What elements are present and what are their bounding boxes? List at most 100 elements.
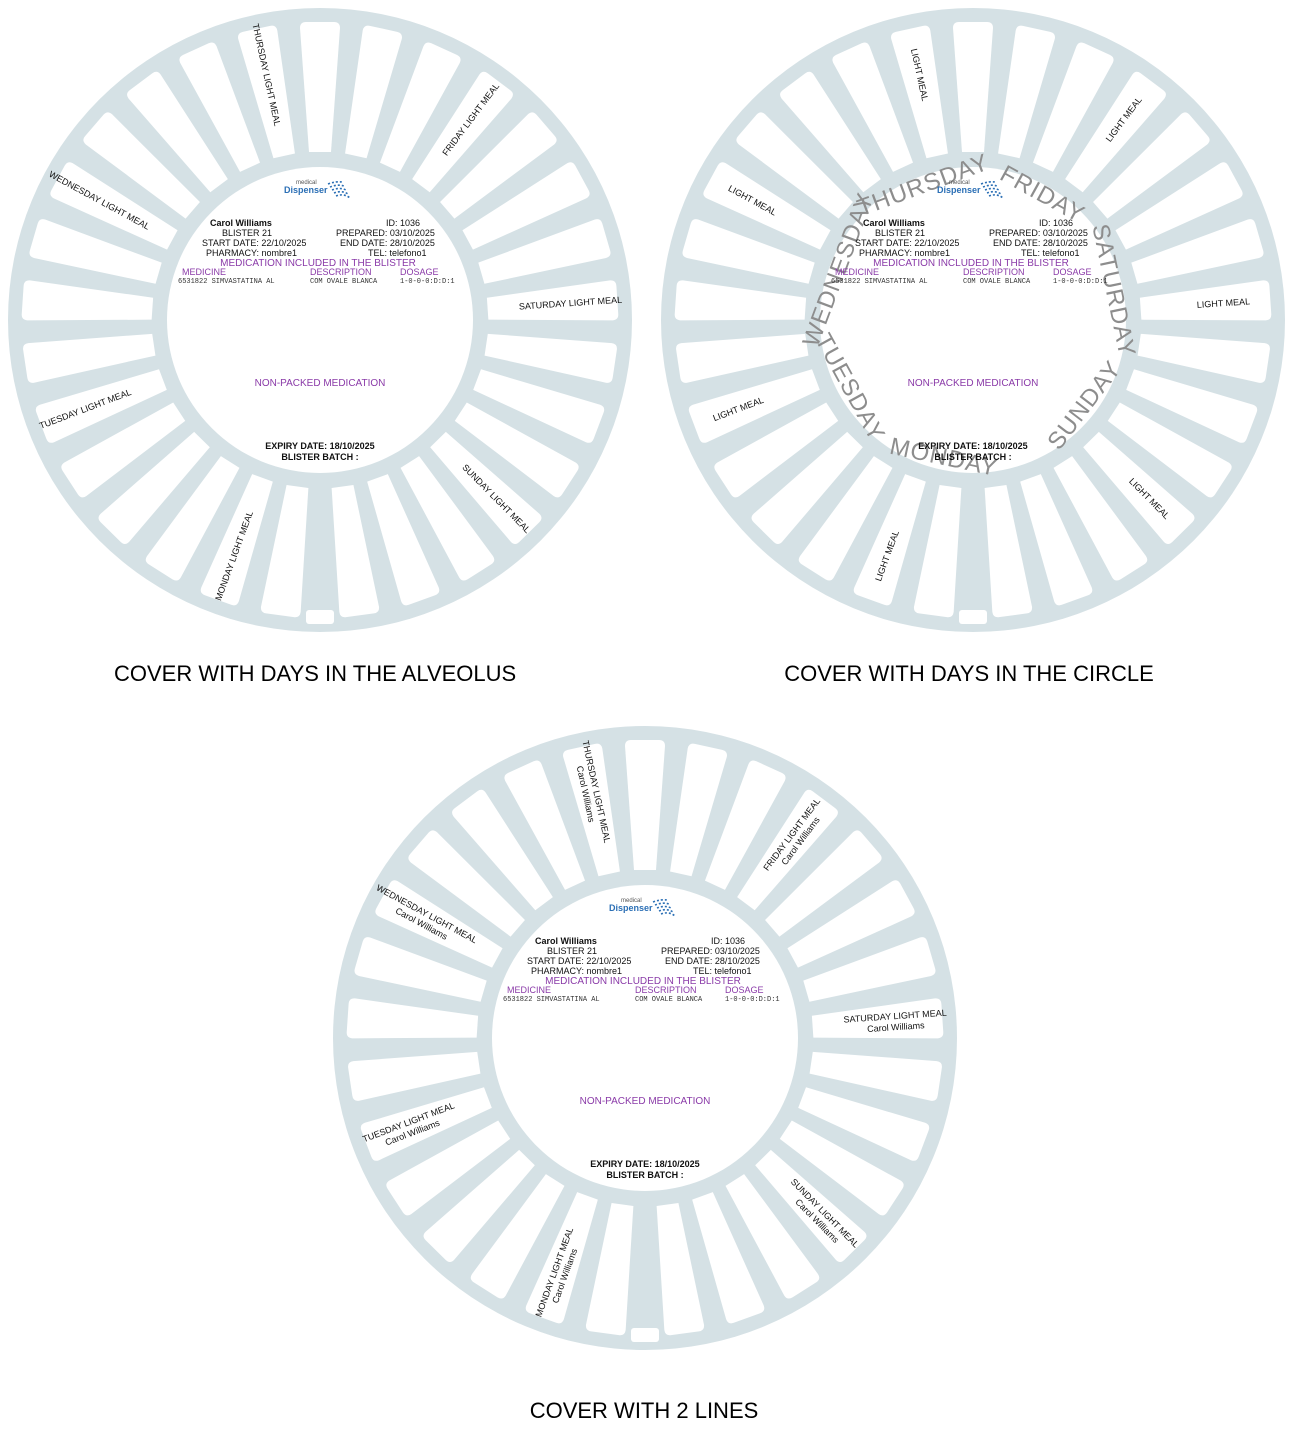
pharmacy: PHARMACY: nombre1 [531, 966, 622, 976]
start-date: START DATE: 22/10/2025 [855, 238, 959, 248]
blister-slot-shape [29, 219, 162, 284]
blister-slot [408, 830, 525, 937]
blister-slot-shape [853, 474, 926, 606]
blister-slot [354, 937, 487, 1002]
blister-slot [803, 937, 936, 1002]
blister-slot-shape [454, 402, 579, 498]
blister-slot-shape [525, 1192, 598, 1324]
blister-slot-shape [1083, 431, 1195, 545]
blister-number: BLISTER 21 [547, 946, 597, 956]
blister-slot-shape [470, 1174, 565, 1299]
blister-slot-shape [984, 485, 1033, 618]
caption-cover-two-lines: COVER WITH 2 LINES [529, 1398, 759, 1423]
caption-cover-circle: COVER WITH DAYS IN THE CIRCLE [784, 661, 1154, 686]
blister-slot-shape [737, 789, 838, 911]
expiry-date: EXPIRY DATE: 18/10/2025 [918, 441, 1027, 451]
blister-slot-shape [367, 474, 440, 606]
description-value: COM OVALE BLANCA [310, 278, 378, 286]
blister-slot [737, 789, 838, 911]
blister-slot [676, 333, 809, 383]
slot-group [21, 22, 619, 618]
blister-slot [348, 1051, 481, 1101]
blister-slot-shape [331, 485, 380, 618]
expiry-date: EXPIRY DATE: 18/10/2025 [265, 441, 374, 451]
blister-slot [484, 333, 617, 383]
dosage-value: 1-0-0-0:D:D:1 [1053, 278, 1108, 286]
blister-slot-shape [1032, 42, 1114, 172]
blister-slot [473, 369, 605, 443]
logo-big-text: Dispenser [937, 185, 981, 195]
logo-swirl-icon [327, 180, 351, 199]
center-label-area [492, 885, 798, 1191]
blister-slot [145, 456, 240, 581]
header-dosage: DOSAGE [400, 267, 439, 277]
blister-slot [379, 42, 461, 172]
blister-slot [360, 1087, 492, 1161]
blister-slot [798, 1087, 930, 1161]
blister-slot [412, 71, 513, 193]
blister-slot-shape [1139, 280, 1272, 321]
blister-slot [1126, 369, 1258, 443]
blister-slot-shape [953, 22, 993, 152]
blister-slot-shape [127, 71, 228, 193]
blister-slot-shape [682, 219, 815, 284]
blister-slot [780, 71, 881, 193]
blister-slot [853, 474, 926, 606]
non-packed-medication: NON-PACKED MEDICATION [908, 378, 1039, 389]
center-label-area [820, 167, 1126, 473]
logo-small-text: medical [296, 180, 317, 186]
blister-slot [1065, 71, 1166, 193]
blister-slot-shape [504, 760, 586, 890]
blister-slot [704, 760, 786, 890]
blister-slot [440, 112, 557, 219]
tab-notch [959, 610, 987, 624]
blister-slot [765, 830, 882, 937]
tab-notch [631, 1328, 659, 1342]
blister-slot [751, 431, 863, 545]
blister-slot [98, 431, 210, 545]
center-label-area [167, 167, 473, 473]
blister-slot [736, 112, 853, 219]
blister-slot [300, 22, 340, 152]
blister-slot [127, 71, 228, 193]
blister-slot [563, 743, 620, 877]
blister-slot-shape [440, 112, 557, 219]
medicine-value: 6531822 SIMVASTATINA AL [178, 278, 275, 286]
blister-slot-shape [423, 1149, 535, 1263]
header-description: DESCRIPTION [963, 267, 1025, 277]
telephone: TEL: telefono1 [693, 966, 752, 976]
blister-slot-shape [1053, 456, 1148, 581]
blister-slot-shape [585, 1203, 634, 1336]
blister-slot [1093, 112, 1210, 219]
blister-slot-shape [832, 42, 914, 172]
medication-title: MEDICATION INCLUDED IN THE BLISTER [873, 258, 1069, 269]
blister-slot [1032, 42, 1114, 172]
blister-slot [367, 474, 440, 606]
blister-slot-shape [811, 998, 944, 1039]
blister-slot [179, 42, 261, 172]
blister-slot [1107, 402, 1232, 498]
blister-slot-shape [736, 112, 853, 219]
blister-slot-shape [780, 71, 881, 193]
blister-slot-shape [200, 474, 273, 606]
blister-slot-shape [430, 431, 542, 545]
blister-slot-shape [179, 42, 261, 172]
dosage-value: 1-0-0-0:D:D:1 [400, 278, 455, 286]
start-date: START DATE: 22/10/2025 [202, 238, 306, 248]
blister-slot [688, 369, 820, 443]
patient-name: Carol Williams [535, 936, 597, 946]
medicine-value: 6531822 SIMVASTATINA AL [831, 278, 928, 286]
blister-slot [423, 1149, 535, 1263]
medicine-value: 6531822 SIMVASTATINA AL [503, 996, 600, 1004]
end-date: END DATE: 28/10/2025 [340, 238, 435, 248]
pill-label-text: LIGHT MEAL [1196, 296, 1250, 310]
blister-slot-shape [913, 485, 962, 618]
blister-slot [23, 333, 156, 383]
blister-slot [891, 25, 948, 159]
blister-slot [61, 402, 186, 498]
tab-notch [306, 610, 334, 624]
patient-name: Carol Williams [210, 218, 272, 228]
